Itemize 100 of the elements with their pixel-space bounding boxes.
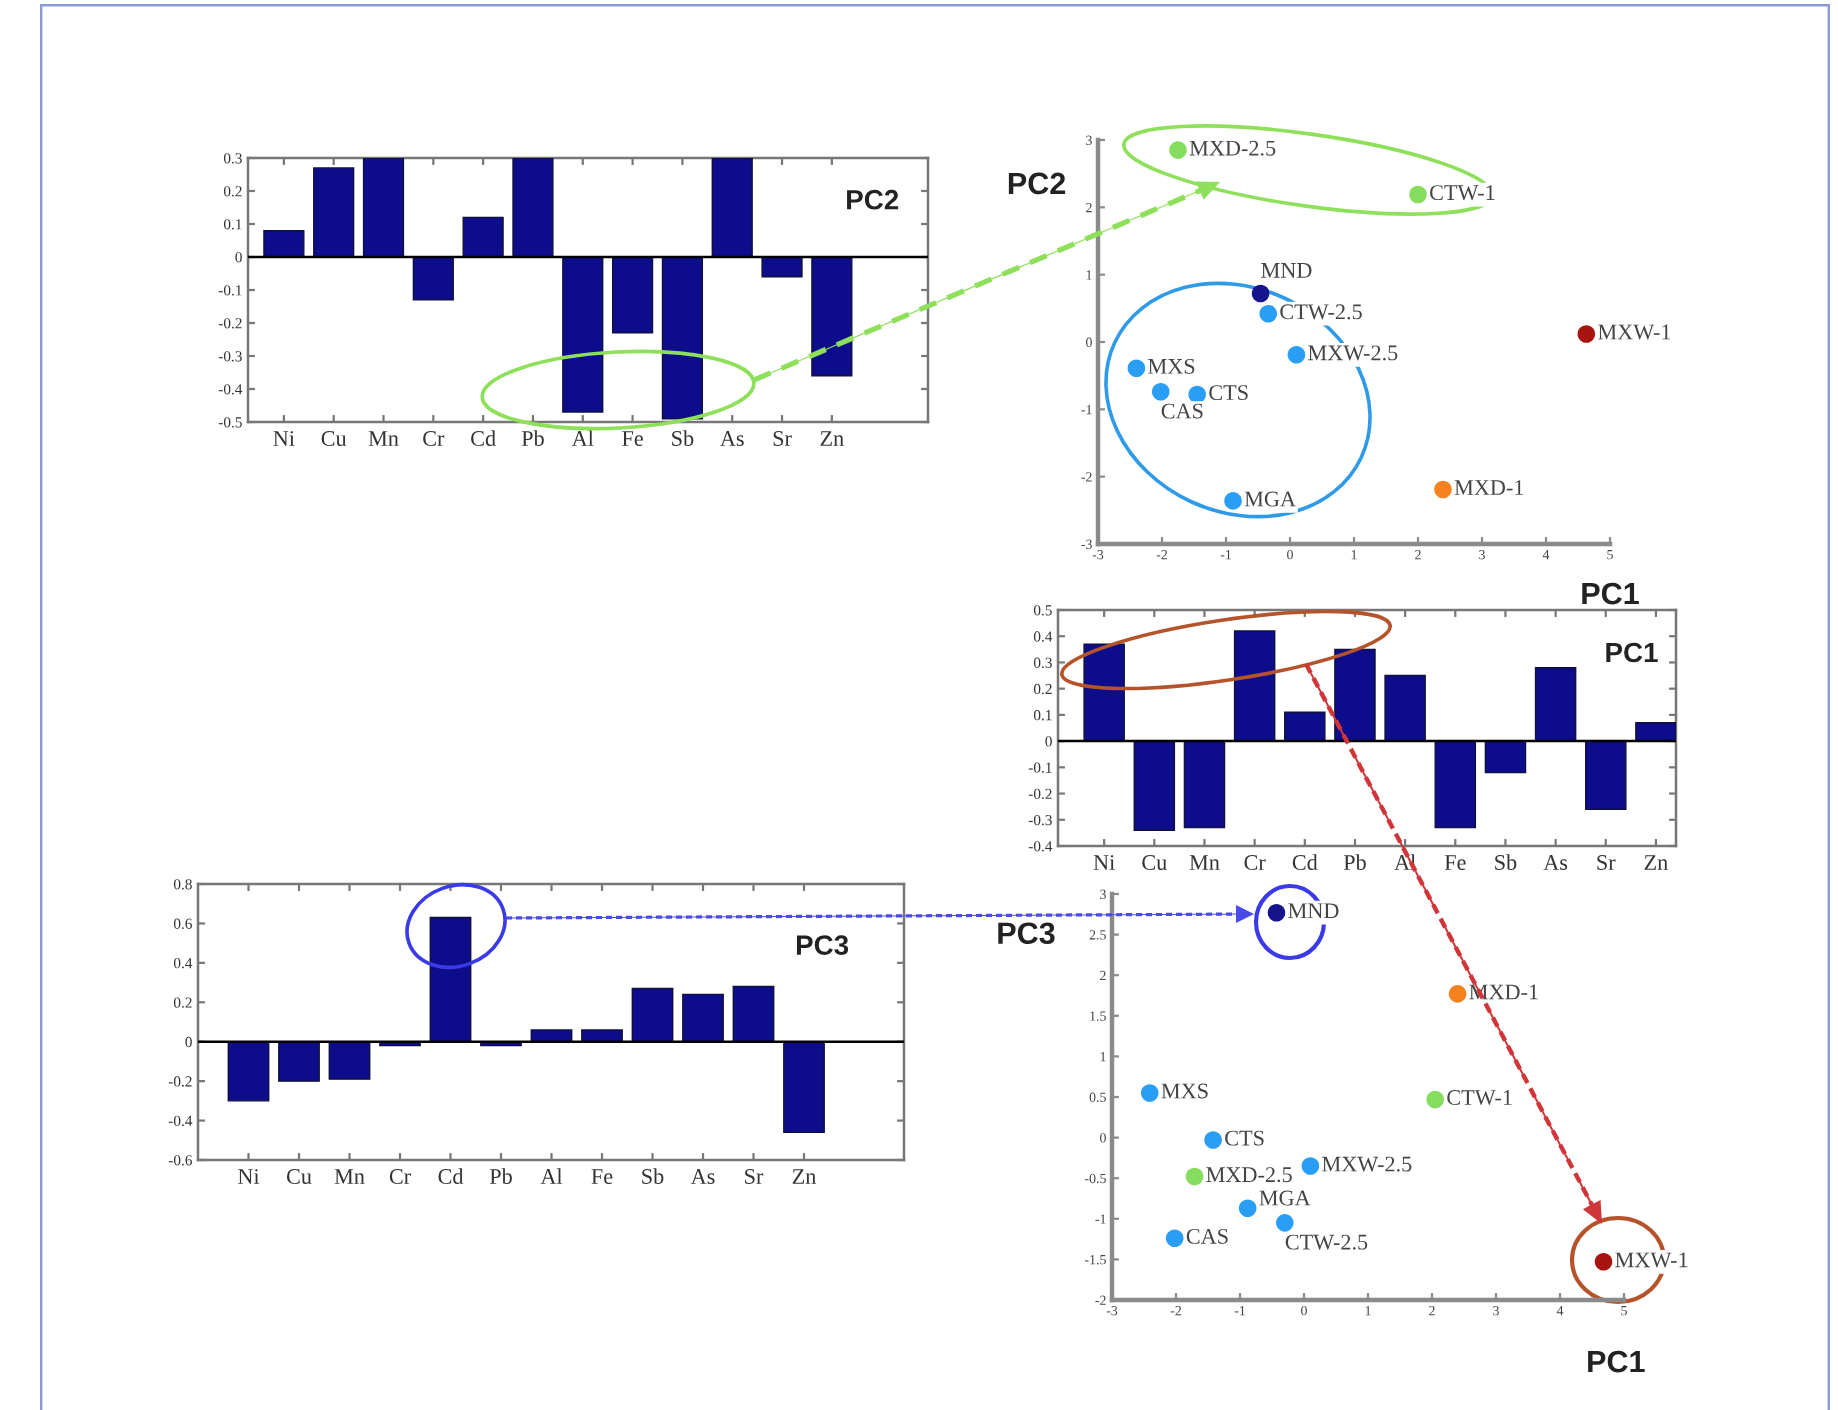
series-label: MND (1261, 263, 1312, 278)
x-tick-label: Cu (286, 1169, 312, 1184)
series-label: MXD-1 (1454, 480, 1524, 495)
bar (631, 987, 674, 1043)
point (1251, 284, 1270, 303)
point (1127, 359, 1146, 378)
bar (328, 1041, 371, 1080)
x-tick-label: Cr (1244, 855, 1266, 870)
point (1409, 185, 1427, 204)
x-tick-label: Cr (423, 431, 445, 446)
text: PC2 (847, 189, 899, 210)
bar (1083, 643, 1125, 742)
point (1434, 480, 1452, 499)
text: PC3 (796, 935, 849, 955)
x-axis-title: PC1 (1582, 582, 1639, 605)
series-label: MXW-1 (1615, 1252, 1688, 1268)
x-tick-label: Mn (368, 431, 399, 446)
x-tick-label: Pb (1343, 854, 1366, 870)
x-tick-label: Cd (438, 1168, 464, 1184)
x-tick-label: Cd (1292, 854, 1318, 870)
bar (661, 256, 704, 420)
x-tick-label: Fe (622, 431, 643, 446)
point (1204, 1131, 1222, 1149)
y-axis-title: PC2 (1008, 172, 1066, 195)
x-tick-label: Al (571, 430, 594, 446)
bar (429, 916, 472, 1043)
x-tick-label: Mn (1189, 855, 1220, 870)
x-tick-label: Fe (1444, 855, 1466, 870)
point (1224, 492, 1242, 510)
x-tick-label: Zn (792, 1169, 817, 1184)
series-label: MGA (1244, 491, 1296, 507)
series-label: MND (1288, 903, 1339, 919)
x-tick-label: Mn (334, 1169, 365, 1184)
bar (512, 158, 554, 258)
x-tick-label: Cu (321, 431, 347, 446)
series-label: CTW-1 (1430, 185, 1495, 201)
series-label: CTS (1225, 1130, 1264, 1146)
point (1276, 1214, 1294, 1232)
x-tick-label: Fe (591, 1169, 613, 1184)
point (1140, 1084, 1159, 1102)
bar (761, 256, 803, 278)
bar (412, 256, 454, 301)
point (1267, 903, 1286, 922)
point (1185, 1167, 1204, 1186)
bar (1635, 722, 1676, 742)
x-tick-label: Ni (273, 431, 295, 446)
series-label: MXW-1 (1598, 324, 1671, 340)
point (1259, 304, 1278, 323)
bar (1585, 740, 1627, 810)
x-tick-label: Sr (745, 1169, 764, 1184)
x-tick-label: Sr (773, 431, 792, 446)
x-tick-label: Ni (1093, 855, 1115, 870)
bar (1484, 740, 1527, 774)
series-label: MXD-2.5 (1206, 1167, 1292, 1183)
bar (1183, 740, 1226, 829)
y-axis-title: PC3 (998, 922, 1055, 945)
point (1165, 1229, 1184, 1248)
series-label: CAS (1186, 1228, 1228, 1244)
series-label: CTS (1209, 385, 1248, 401)
x-tick-label: Cd (471, 430, 496, 446)
series-label: MXS (1161, 1083, 1208, 1099)
point (1238, 1199, 1257, 1218)
point (1426, 1090, 1444, 1109)
bar (1233, 630, 1276, 742)
x-tick-label: Sb (672, 430, 694, 446)
text: PC1 (1606, 642, 1658, 663)
x-tick-label: Sr (1597, 855, 1616, 870)
bar (462, 216, 504, 258)
point (1169, 141, 1187, 159)
x-tick-label: Sb (642, 1168, 664, 1184)
bar (263, 229, 305, 258)
point (1577, 325, 1596, 343)
point (1151, 383, 1170, 401)
x-tick-label: Cr (389, 1169, 411, 1184)
series-label: MXW-2.5 (1322, 1156, 1412, 1172)
bar (1384, 674, 1426, 742)
series-label: MXS (1148, 358, 1195, 374)
bar (1133, 740, 1176, 831)
bar (227, 1041, 270, 1102)
bar (783, 1041, 825, 1134)
x-tick-label: Sb (1495, 854, 1517, 870)
bar (611, 256, 654, 334)
bar (1534, 666, 1577, 742)
bar (732, 985, 775, 1043)
series-label: CTW-2.5 (1285, 1234, 1368, 1250)
bar (811, 256, 853, 377)
bar (1434, 740, 1477, 829)
series-label: MXD-2.5 (1189, 140, 1276, 156)
x-tick-label: Pb (521, 430, 544, 446)
bar (278, 1041, 320, 1082)
x-tick-label: Ni (238, 1169, 260, 1184)
series-label: CTW-2.5 (1280, 304, 1362, 320)
x-tick-label: As (720, 431, 744, 446)
x-tick-label: Pb (489, 1168, 512, 1184)
series-label: MXW-2.5 (1308, 345, 1398, 361)
point (1448, 985, 1467, 1003)
x-tick-label: Al (540, 1168, 563, 1184)
point (1287, 346, 1306, 364)
x-tick-label: Zn (820, 431, 844, 446)
point (1301, 1157, 1320, 1175)
